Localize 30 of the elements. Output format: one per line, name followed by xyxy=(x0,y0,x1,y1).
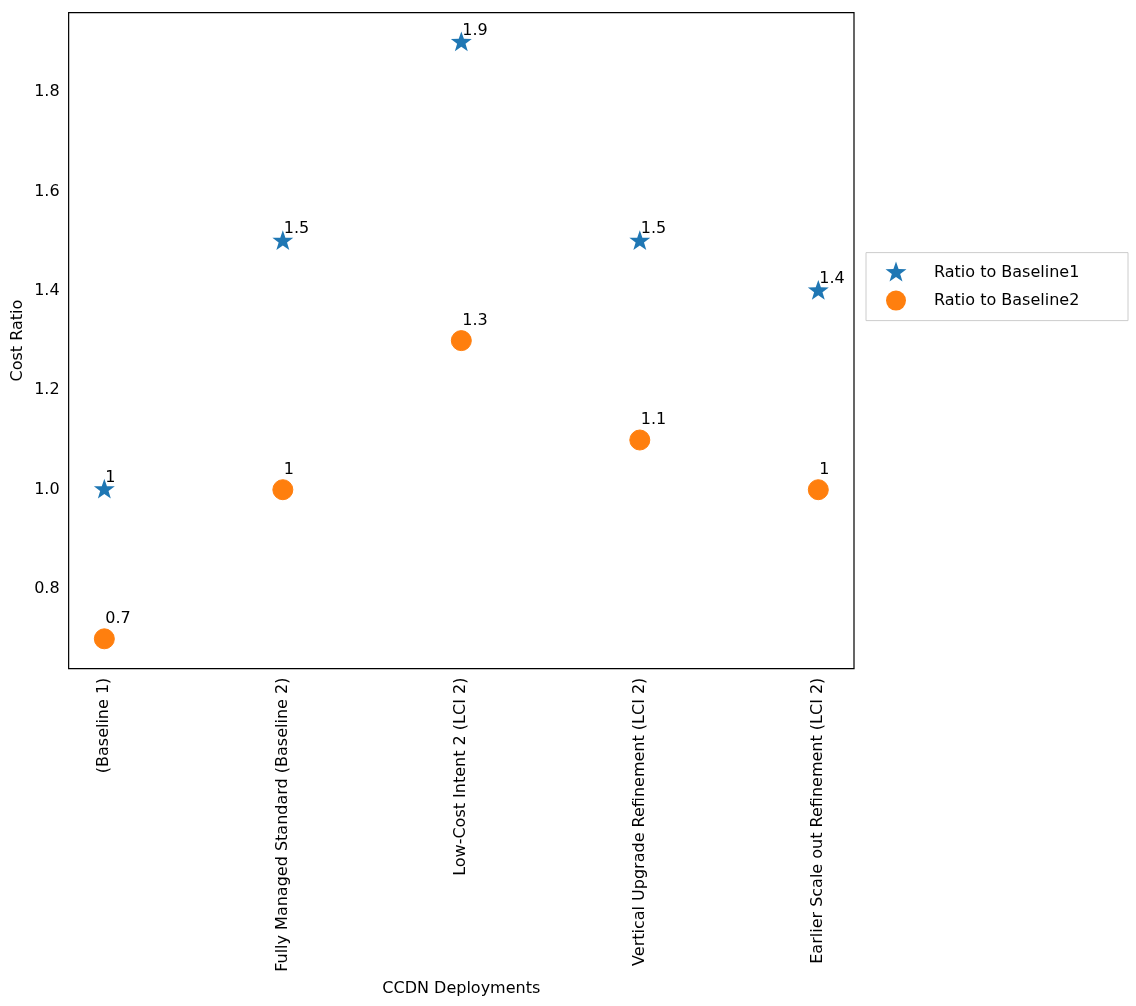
legend-label: Ratio to Baseline1 xyxy=(934,261,1080,281)
data-label: 1.4 xyxy=(819,268,845,288)
x-axis-title: CCDN Deployments xyxy=(382,977,541,997)
y-tick-label: 1.4 xyxy=(34,280,60,300)
point xyxy=(807,479,829,501)
data-label: 1.5 xyxy=(640,218,667,238)
x-tick-label: Earlier Scale out Refinement (LCI 2) xyxy=(807,677,827,964)
data-label: 1 xyxy=(283,458,295,478)
y-tick-label: 1.2 xyxy=(34,379,60,399)
x-tick-label: Vertical Upgrade Refinement (LCI 2) xyxy=(628,677,648,966)
point xyxy=(272,479,294,501)
data-label: 1.9 xyxy=(462,19,488,39)
y-tick-label: 1.6 xyxy=(34,180,60,200)
x-tick-label: Fully Managed Standard (Baseline 2) xyxy=(271,677,291,972)
y-axis-title: Cost Ratio xyxy=(6,299,26,382)
data-label: 1.1 xyxy=(640,409,667,429)
x-tick-label: Low-Cost Intent 2 (LCI 2) xyxy=(450,677,470,876)
point xyxy=(93,628,115,650)
data-label: 1.3 xyxy=(462,309,488,329)
legend-label: Ratio to Baseline2 xyxy=(934,289,1080,309)
data-label: 0.7 xyxy=(105,607,131,627)
data-label: 1 xyxy=(819,458,830,478)
y-tick-label: 1.0 xyxy=(34,478,60,498)
data-label: 1 xyxy=(105,466,116,486)
x-tick-label: (Baseline 1) xyxy=(93,677,113,774)
y-tick-label: 1.8 xyxy=(34,81,60,101)
data-label: 1.5 xyxy=(283,218,310,238)
point xyxy=(629,429,651,451)
y-tick-label: 0.8 xyxy=(34,578,60,598)
point xyxy=(450,330,472,352)
